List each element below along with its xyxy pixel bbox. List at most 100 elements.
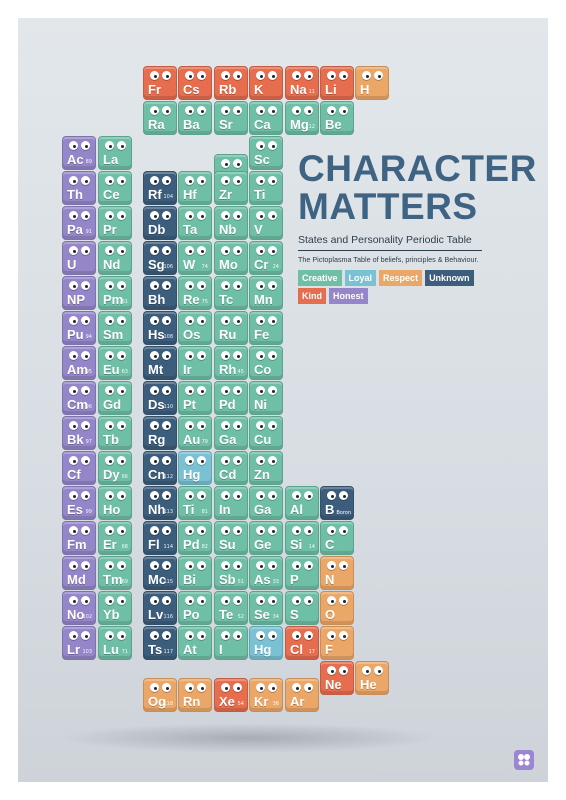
eye-icon [197, 386, 206, 395]
element-tile-ca: Ca [249, 101, 283, 135]
eye-icon [162, 176, 171, 185]
element-symbol: Nd [103, 257, 121, 272]
element-number: 89 [85, 159, 92, 165]
eye-icon [162, 71, 171, 80]
element-tile-pt: Pt [178, 381, 212, 415]
element-tile-in: In [214, 486, 248, 520]
element-symbol: Fr [148, 82, 161, 97]
element-number: Boron [336, 510, 351, 516]
eye-icon [81, 211, 90, 220]
element-number: 34 [272, 614, 279, 620]
element-tile-li: Li [320, 66, 354, 100]
eye-icon [81, 596, 90, 605]
eye-icon [197, 561, 206, 570]
eye-icon [185, 281, 194, 290]
legend-kind: Kind [298, 288, 326, 304]
element-symbol: Rh [219, 362, 237, 377]
eye-icon [150, 106, 159, 115]
element-number: 97 [85, 439, 92, 445]
eye-icon [256, 683, 265, 692]
eye-icon [233, 176, 242, 185]
poster-tagline: The Pictoplasma Table of beliefs, princi… [298, 255, 479, 264]
eye-icon [117, 386, 126, 395]
element-number: 117 [163, 649, 173, 655]
eye-icon [292, 631, 301, 640]
element-symbol: Hg [254, 642, 272, 657]
element-symbol: In [219, 502, 231, 517]
eye-icon [256, 106, 265, 115]
eye-icon [233, 281, 242, 290]
element-tile-pd: Pd [214, 381, 248, 415]
eye-icon [197, 176, 206, 185]
eye-icon [69, 141, 78, 150]
legend-unknown: Unknown [425, 270, 474, 286]
element-tile-gd: Gd [98, 381, 132, 415]
element-tile-hg: Hg [178, 451, 212, 485]
element-symbol: Ra [148, 117, 165, 132]
element-symbol: O [325, 607, 336, 622]
element-symbol: Eu [103, 362, 120, 377]
eye-icon [233, 316, 242, 325]
element-symbol: Og [148, 694, 167, 709]
eye-icon [117, 316, 126, 325]
element-tile-hf: Hf [178, 171, 212, 205]
element-symbol: F [325, 642, 333, 657]
element-symbol: Mc [148, 572, 167, 587]
element-symbol: Na [290, 82, 307, 97]
element-symbol: Be [325, 117, 342, 132]
element-tile-fl: Fl 114 [143, 521, 177, 555]
eye-icon [81, 246, 90, 255]
eye-icon [256, 596, 265, 605]
eye-icon [162, 683, 171, 692]
eye-icon [233, 683, 242, 692]
eye-icon [185, 631, 194, 640]
eye-icon [339, 71, 348, 80]
element-tile-c: C [320, 521, 354, 555]
eye-icon [256, 456, 265, 465]
element-symbol: Pm [103, 292, 124, 307]
eye-icon [105, 526, 114, 535]
eye-icon [69, 351, 78, 360]
eye-icon [268, 386, 277, 395]
eye-icon [268, 281, 277, 290]
element-tile-o: O [320, 591, 354, 625]
element-symbol: Ne [325, 677, 342, 692]
eye-icon [233, 106, 242, 115]
element-tile-ru: Ru [214, 311, 248, 345]
eye-icon [197, 351, 206, 360]
eye-icon [221, 421, 230, 430]
eye-icon [81, 176, 90, 185]
element-number: 61 [121, 299, 128, 305]
eye-icon [162, 456, 171, 465]
eye-icon [69, 211, 78, 220]
element-tile-lv: Lv 116 [143, 591, 177, 625]
eye-icon [256, 71, 265, 80]
element-symbol: La [103, 152, 119, 167]
element-number: 99 [85, 509, 92, 515]
element-symbol: No [67, 607, 85, 622]
element-tile-f: F [320, 626, 354, 660]
eye-icon [327, 106, 336, 115]
element-symbol: Cu [254, 432, 272, 447]
element-symbol: Bk [67, 432, 84, 447]
element-number: 54 [237, 701, 244, 707]
element-symbol: At [183, 642, 197, 657]
element-tile-ne: Ne [320, 661, 354, 695]
element-tile-cn: Cn 112 [143, 451, 177, 485]
element-tile-bk: Bk 97 [62, 416, 96, 450]
element-tile-sm: Sm [98, 311, 132, 345]
eye-icon [221, 71, 230, 80]
eye-icon [221, 631, 230, 640]
eye-icon [339, 526, 348, 535]
eye-icon [69, 316, 78, 325]
element-symbol: Bi [183, 572, 196, 587]
element-tile-nb: Nb [214, 206, 248, 240]
eye-icon [362, 71, 371, 80]
eye-icon [221, 106, 230, 115]
eye-icon [304, 106, 313, 115]
eye-icon [162, 106, 171, 115]
eye-icon [150, 386, 159, 395]
element-tile-mg: Mg 12 [285, 101, 319, 135]
eye-icon [327, 71, 336, 80]
eye-icon [268, 526, 277, 535]
